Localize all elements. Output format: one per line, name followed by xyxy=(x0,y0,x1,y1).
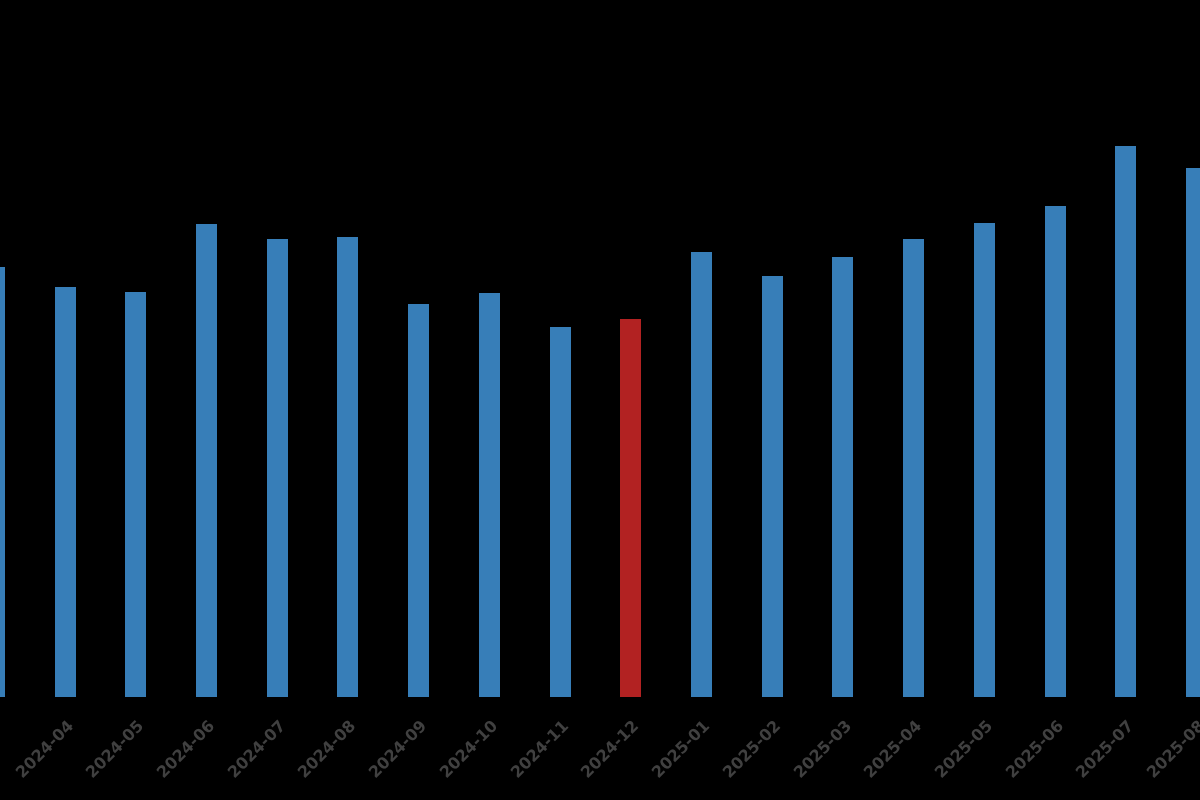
x-tick-label: 2025-06 xyxy=(1001,716,1067,782)
bar xyxy=(478,293,500,697)
bar xyxy=(832,257,854,697)
bar xyxy=(1186,168,1200,697)
x-tick-label: 2024-07 xyxy=(223,716,289,782)
x-tick-label: 2024-04 xyxy=(11,716,77,782)
bar xyxy=(54,287,76,697)
x-tick-label: 2024-05 xyxy=(82,716,148,782)
x-tick-label: 2024-10 xyxy=(435,716,502,782)
bar xyxy=(408,304,430,697)
bar xyxy=(1044,206,1066,697)
bar xyxy=(903,239,925,697)
bar xyxy=(266,239,288,697)
x-tick-label: 2025-03 xyxy=(789,716,855,782)
x-tick-label: 2024-11 xyxy=(506,716,572,782)
bar xyxy=(195,224,217,697)
bar-highlighted xyxy=(620,319,642,697)
x-tick-label: 2025-02 xyxy=(718,716,784,782)
x-tick-label: 2024-09 xyxy=(364,716,431,782)
x-tick-label: 2024-12 xyxy=(577,716,643,782)
x-tick-label: 2025-04 xyxy=(860,716,926,782)
bar xyxy=(337,237,359,697)
bar xyxy=(691,252,712,697)
bar xyxy=(0,267,5,697)
x-tick-label: 2025-01 xyxy=(647,716,714,782)
bar xyxy=(973,223,995,697)
bar xyxy=(1115,146,1137,697)
x-tick-label: 2025-05 xyxy=(930,716,997,782)
x-tick-label: 2025-07 xyxy=(1072,716,1138,782)
bar xyxy=(549,327,571,697)
bar xyxy=(125,292,147,697)
x-tick-label: 2024-08 xyxy=(294,716,360,782)
x-tick-label: 2024-06 xyxy=(152,716,219,782)
bar xyxy=(761,276,783,697)
x-tick-label: 2025-08 xyxy=(1142,716,1200,782)
